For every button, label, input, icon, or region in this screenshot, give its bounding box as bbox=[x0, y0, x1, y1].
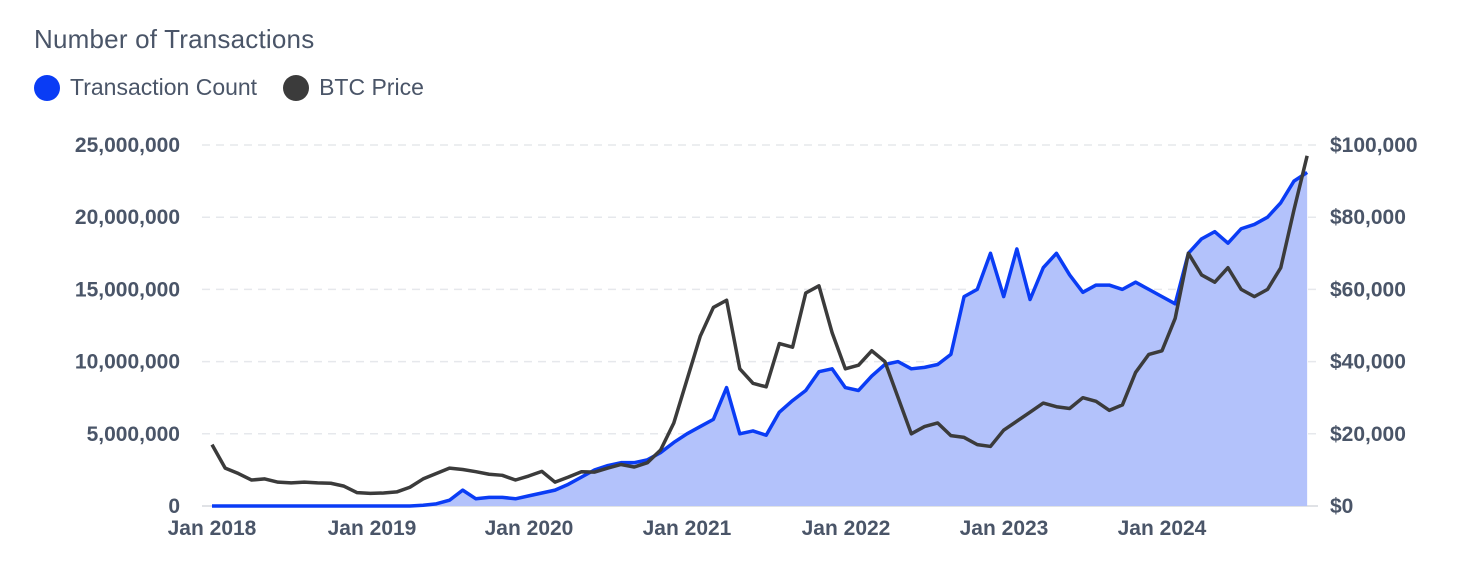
chart-title: Number of Transactions bbox=[34, 24, 315, 54]
right-axis-tick-label: $100,000 bbox=[1330, 134, 1418, 157]
left-axis-tick-label: 10,000,000 bbox=[75, 351, 180, 374]
left-axis-tick-label: 0 bbox=[168, 495, 180, 518]
right-axis-tick-label: $20,000 bbox=[1330, 423, 1406, 446]
legend-item-btc-price[interactable]: BTC Price bbox=[283, 74, 424, 101]
transaction-count-area bbox=[212, 172, 1308, 506]
chart-legend: Transaction Count BTC Price bbox=[34, 74, 424, 101]
x-axis-tick-label: Jan 2023 bbox=[960, 517, 1049, 540]
left-axis-tick-label: 20,000,000 bbox=[75, 206, 180, 229]
transaction-count-swatch-icon bbox=[34, 74, 60, 101]
x-axis-tick-label: Jan 2024 bbox=[1118, 517, 1207, 540]
x-axis-tick-label: Jan 2019 bbox=[328, 517, 417, 540]
btc-price-line bbox=[210, 155, 1309, 496]
left-axis-tick-label: 25,000,000 bbox=[75, 134, 180, 157]
x-axis-tick-label: Jan 2021 bbox=[643, 517, 732, 540]
btc-price-swatch-icon bbox=[283, 74, 310, 101]
left-axis-tick-label: 15,000,000 bbox=[75, 278, 180, 301]
right-axis-tick-label: $40,000 bbox=[1330, 351, 1406, 374]
legend-item-transaction-count[interactable]: Transaction Count bbox=[34, 74, 257, 101]
right-axis-tick-label: $80,000 bbox=[1330, 206, 1406, 229]
legend-label-btc-price: BTC Price bbox=[319, 74, 424, 100]
x-axis-tick-label: Jan 2018 bbox=[168, 517, 257, 540]
x-axis-tick-label: Jan 2020 bbox=[485, 517, 574, 540]
transaction-count-line bbox=[212, 170, 1309, 508]
x-axis-tick-label: Jan 2022 bbox=[802, 517, 891, 540]
legend-label-transaction-count: Transaction Count bbox=[70, 74, 258, 100]
right-axis-tick-label: $60,000 bbox=[1330, 278, 1406, 301]
left-axis-tick-label: 5,000,000 bbox=[87, 423, 180, 446]
right-axis-tick-label: $0 bbox=[1330, 495, 1353, 518]
